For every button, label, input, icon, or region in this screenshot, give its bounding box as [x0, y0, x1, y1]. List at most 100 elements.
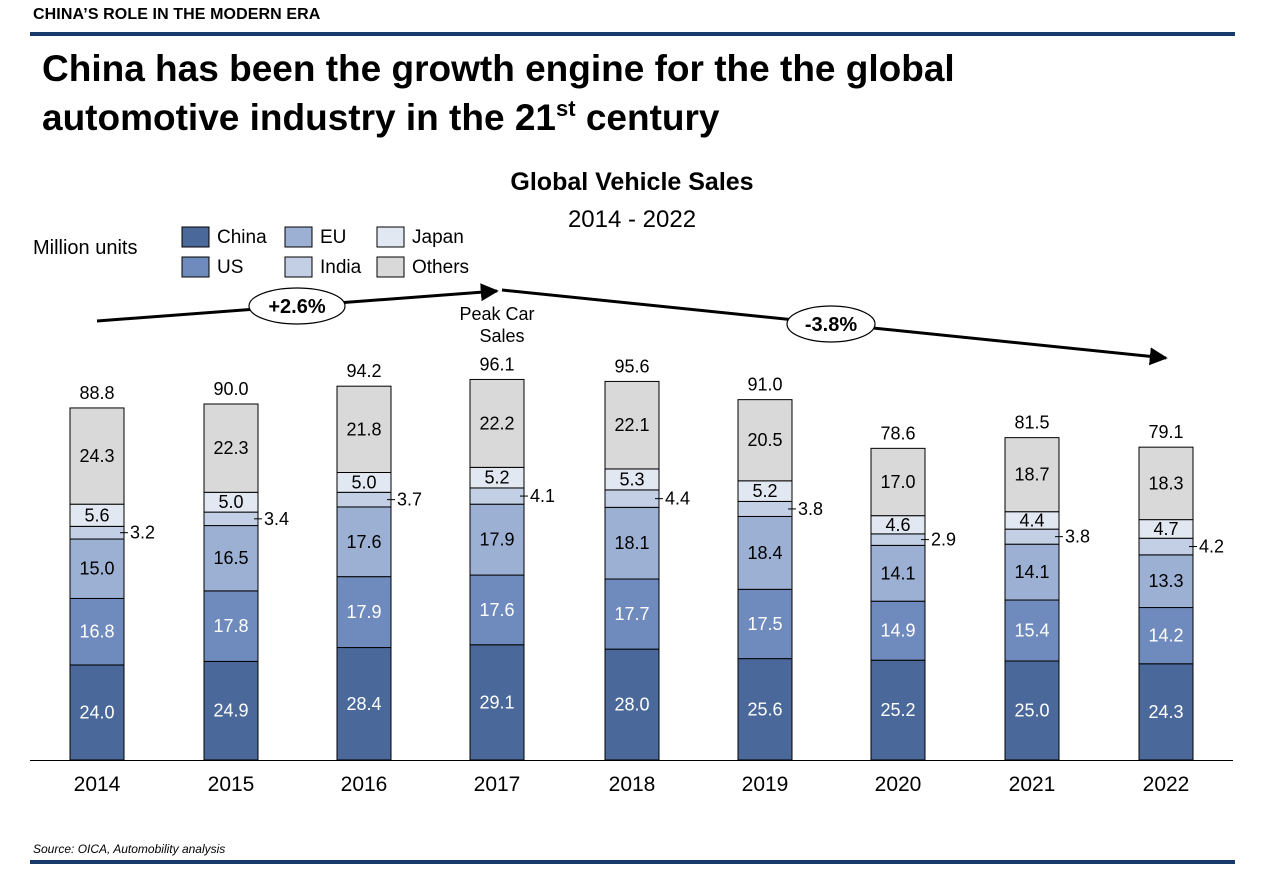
data-label-us-2017: 17.6 — [479, 600, 514, 620]
legend-swatch-eu — [284, 226, 313, 248]
data-label-japan-2020: 4.6 — [885, 515, 910, 535]
data-label-eu-2022: 13.3 — [1148, 571, 1183, 591]
data-label-japan-2014: 5.6 — [84, 505, 109, 525]
data-label-us-2016: 17.9 — [346, 602, 381, 622]
peak-annotation-line-1: Peak Car — [459, 304, 534, 324]
source-note: Source: OICA, Automobility analysis — [33, 842, 226, 856]
total-label-2018: 95.6 — [614, 356, 649, 376]
bar-others-2016 — [336, 385, 392, 474]
data-label-india-2016: 3.7 — [397, 490, 422, 510]
data-label-eu-2017: 17.9 — [479, 530, 514, 550]
growth-label-down: -3.8% — [805, 314, 857, 336]
data-label-eu-2015: 16.5 — [213, 548, 248, 568]
bar-us-2017 — [469, 574, 525, 646]
data-label-india-2019: 3.8 — [798, 499, 823, 519]
bar-eu-2020 — [870, 544, 926, 602]
data-label-others-2021: 18.7 — [1014, 465, 1049, 485]
x-tick-label-2021: 2021 — [1009, 773, 1056, 796]
bar-eu-2019 — [737, 515, 793, 590]
peak-annotation-line-2: Sales — [479, 326, 524, 346]
x-tick-label-2015: 2015 — [208, 773, 255, 796]
data-label-us-2022: 14.2 — [1148, 626, 1183, 646]
bar-china-2017 — [469, 644, 525, 761]
x-tick-label-2017: 2017 — [474, 773, 521, 796]
bar-others-2022 — [1138, 446, 1194, 521]
bar-india-2015 — [203, 511, 259, 527]
data-label-india-2020: 2.9 — [931, 530, 956, 550]
growth-badge-up — [248, 287, 346, 325]
bar-india-2014 — [69, 525, 125, 540]
bar-us-2020 — [870, 600, 926, 661]
total-label-2021: 81.5 — [1014, 413, 1049, 433]
bar-india-2017 — [469, 487, 525, 505]
bar-us-2019 — [737, 588, 793, 660]
data-label-india-2017: 4.1 — [530, 486, 555, 506]
bar-others-2018 — [604, 380, 660, 470]
top-rule — [30, 32, 1235, 36]
bar-india-2021 — [1004, 528, 1060, 545]
total-label-2019: 91.0 — [747, 375, 782, 395]
headline-line-2-prefix: automotive industry in the 21 — [42, 97, 556, 138]
data-label-japan-2015: 5.0 — [218, 492, 243, 512]
bar-eu-2018 — [604, 506, 660, 580]
bar-india-2019 — [737, 500, 793, 517]
bar-eu-2015 — [203, 525, 259, 592]
data-label-others-2014: 24.3 — [79, 446, 114, 466]
bar-india-2016 — [336, 491, 392, 508]
growth-badge-down — [786, 305, 876, 343]
data-label-us-2020: 14.9 — [880, 621, 915, 641]
bar-india-2018 — [604, 489, 660, 508]
x-tick-label-2018: 2018 — [609, 773, 656, 796]
x-tick-label-2014: 2014 — [74, 773, 121, 796]
data-label-china-2022: 24.3 — [1148, 702, 1183, 722]
data-label-us-2014: 16.8 — [79, 622, 114, 642]
data-label-china-2018: 28.0 — [614, 695, 649, 715]
page-title: China has been the growth engine for the… — [42, 44, 955, 142]
bar-us-2018 — [604, 578, 660, 650]
data-label-eu-2020: 14.1 — [880, 563, 915, 583]
legend-swatch-india — [284, 256, 313, 278]
legend-label-us: US — [217, 257, 243, 278]
data-label-japan-2021: 4.4 — [1019, 510, 1044, 530]
data-label-others-2020: 17.0 — [880, 472, 915, 492]
data-label-japan-2018: 5.3 — [619, 469, 644, 489]
data-label-china-2021: 25.0 — [1014, 701, 1049, 721]
bar-china-2021 — [1004, 660, 1060, 761]
x-tick-label-2019: 2019 — [742, 773, 789, 796]
data-label-japan-2022: 4.7 — [1153, 519, 1178, 539]
data-label-eu-2014: 15.0 — [79, 559, 114, 579]
bar-india-2022 — [1138, 537, 1194, 556]
data-label-eu-2021: 14.1 — [1014, 562, 1049, 582]
bar-others-2019 — [737, 399, 793, 482]
headline-line-2-suffix: century — [575, 97, 720, 138]
bar-india-2020 — [870, 533, 926, 546]
data-label-japan-2019: 5.2 — [752, 481, 777, 501]
total-label-2020: 78.6 — [880, 423, 915, 443]
data-label-us-2018: 17.7 — [614, 604, 649, 624]
total-label-2015: 90.0 — [213, 379, 248, 399]
data-label-eu-2016: 17.6 — [346, 532, 381, 552]
total-label-2014: 88.8 — [79, 383, 114, 403]
data-label-eu-2018: 18.1 — [614, 533, 649, 553]
data-label-japan-2016: 5.0 — [351, 472, 376, 492]
data-label-china-2017: 29.1 — [479, 692, 514, 712]
data-label-others-2015: 22.3 — [213, 438, 248, 458]
bar-others-2015 — [203, 403, 259, 493]
data-label-india-2015: 3.4 — [264, 509, 289, 529]
bottom-rule — [30, 860, 1235, 864]
y-axis-label: Million units — [33, 237, 137, 259]
bar-others-2021 — [1004, 437, 1060, 513]
bar-eu-2017 — [469, 503, 525, 576]
total-label-2016: 94.2 — [346, 361, 381, 381]
data-label-china-2019: 25.6 — [747, 699, 782, 719]
headline-superscript: st — [555, 96, 576, 121]
x-tick-label-2020: 2020 — [875, 773, 922, 796]
data-label-others-2018: 22.1 — [614, 415, 649, 435]
headline-line-1: China has been the growth engine for the… — [42, 48, 955, 89]
x-tick-label-2016: 2016 — [341, 773, 388, 796]
bar-us-2016 — [336, 576, 392, 649]
bar-us-2015 — [203, 590, 259, 662]
data-label-india-2014: 3.2 — [130, 523, 155, 543]
bar-china-2020 — [870, 659, 926, 761]
